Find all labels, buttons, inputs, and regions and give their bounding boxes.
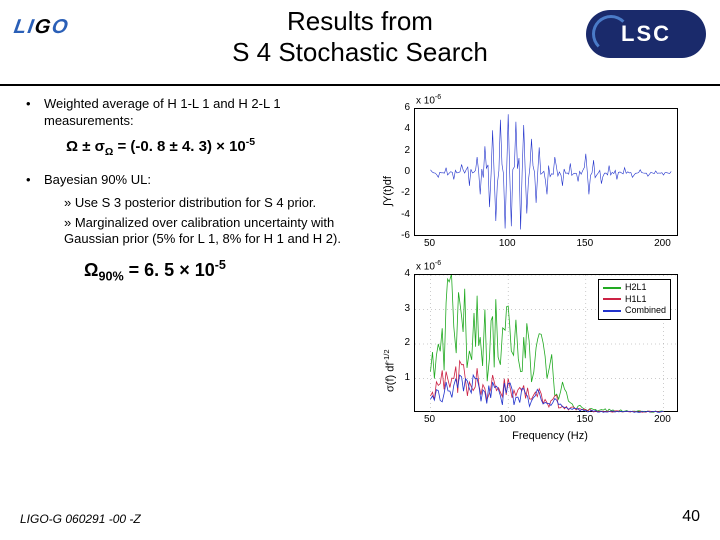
chart1-axes: [414, 108, 678, 236]
chart2-legend: H2L1 H1L1 Combined: [598, 279, 671, 320]
title-line1: Results from: [60, 6, 660, 37]
bullet-1: • Weighted average of H 1-L 1 and H 2-L …: [26, 96, 360, 130]
left-column: • Weighted average of H 1-L 1 and H 2-L …: [0, 96, 370, 442]
slide-title: Results from S 4 Stochastic Search: [60, 0, 660, 68]
sub-bullet-2b: » Marginalized over calibration uncertai…: [64, 215, 360, 249]
content-area: • Weighted average of H 1-L 1 and H 2-L …: [0, 96, 720, 442]
chart-spectrum: x 10-6 σ(f) df-1/2 H2L1 H1L1 Combined Fr…: [370, 262, 690, 442]
chart1-svg: [415, 109, 679, 237]
lsc-logo: LSC: [586, 10, 706, 58]
formula-1: Ω ± σΩ = (-0. 8 ± 4. 3) × 10-5: [66, 136, 360, 158]
chart1-exp: x 10-6: [416, 94, 441, 106]
bullet-2: • Bayesian 90% UL:: [26, 172, 360, 189]
sub-bullet-2a: » Use S 3 posterior distribution for S 4…: [64, 195, 360, 212]
bullet-dot-icon: •: [26, 172, 44, 189]
legend-item-combined: Combined: [603, 305, 666, 317]
ligo-logo: LIGO: [12, 16, 71, 39]
legend-item-h2l1: H2L1: [603, 282, 666, 294]
chart-waveform: x 10-6 ∫Y(t)df -6-4-2024650100150200: [370, 96, 690, 256]
legend-item-h1l1: H1L1: [603, 294, 666, 306]
footer-right: 40: [682, 508, 700, 526]
title-line2: S 4 Stochastic Search: [60, 37, 660, 68]
bullet-2-text: Bayesian 90% UL:: [44, 172, 151, 189]
right-column: x 10-6 ∫Y(t)df -6-4-2024650100150200 x 1…: [370, 96, 700, 442]
bullet-1-text: Weighted average of H 1-L 1 and H 2-L 1 …: [44, 96, 360, 130]
bullet-dot-icon: •: [26, 96, 44, 130]
formula-2: Ω90% = 6. 5 × 10-5: [84, 258, 360, 284]
slide-header: LIGO LSC Results from S 4 Stochastic Sea…: [0, 0, 720, 80]
lsc-swirl-icon: [592, 15, 630, 53]
header-divider: [0, 84, 720, 86]
chart2-xlabel: Frequency (Hz): [390, 430, 710, 442]
footer-left: LIGO-G 060291 -00 -Z: [20, 512, 141, 526]
chart2-exp: x 10-6: [416, 260, 441, 272]
chart2-axes: H2L1 H1L1 Combined: [414, 274, 678, 412]
